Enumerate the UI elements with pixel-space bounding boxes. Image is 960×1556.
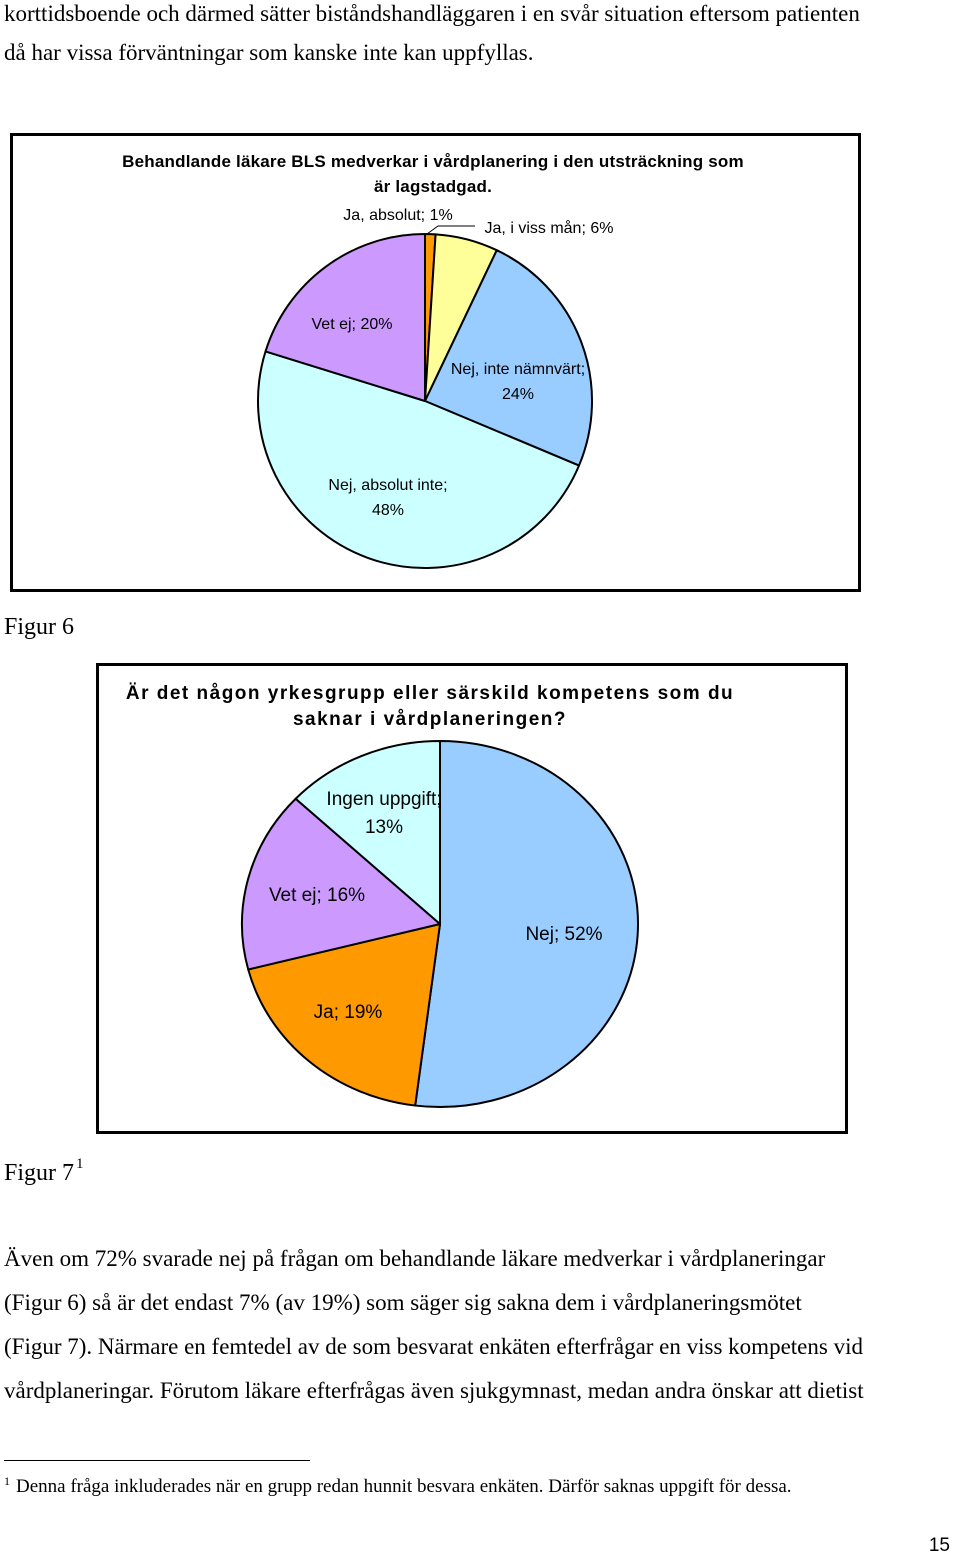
figure7-label-ja: Ja; 19% — [314, 1002, 383, 1023]
figure7-title-line-2: saknar i vårdplaneringen? — [293, 709, 567, 730]
footnote-marker: 1 — [4, 1474, 10, 1488]
figure6-label-nej-inte-namnvart-line-2: 24% — [502, 386, 534, 403]
top-text-line-2: då har vissa förväntningar som kanske in… — [4, 40, 534, 65]
footnote-text: Denna fråga inkluderades när en grupp re… — [16, 1476, 792, 1497]
top-text-line-1: korttidsboende och därmed sätter bistånd… — [4, 1, 860, 26]
figure6-label-nej-inte-namnvart-line-1: Nej, inte nämnvärt; — [451, 361, 585, 378]
figure7-title-line-1: Är det någon yrkesgrupp eller särskild k… — [126, 683, 734, 704]
figure7-slices — [241, 740, 639, 1108]
figure6-label-nej-absolut-inte-line-1: Nej, absolut inte; — [328, 477, 447, 494]
figure6-slice-nej-inte-namnvart — [424, 249, 593, 467]
body-text-line-3: (Figur 7). Närmare en femtedel av de som… — [4, 1334, 863, 1359]
footnote: 1 Denna fråga inkluderades när en grupp r… — [4, 1474, 792, 1498]
figure7-label-vet-ej: Vet ej; 16% — [269, 885, 365, 906]
figure6-pie-chart: Behandlande läkare BLS medverkar i vårdp… — [122, 152, 744, 569]
body-text-line-2: (Figur 6) så är det endast 7% (av 19%) s… — [4, 1290, 802, 1315]
figure6-label-nej-absolut-inte-line-2: 48% — [372, 502, 404, 519]
figure7-caption-text: Figur 7 — [4, 1160, 75, 1186]
figure7-footnote-ref: 1 — [76, 1156, 84, 1172]
figure7-label-ingen-uppgift-line-2: 13% — [365, 817, 403, 838]
figure7-slice-vet-ej — [241, 797, 441, 971]
figure6-label-ja-absolut: Ja, absolut; 1% — [343, 207, 452, 224]
footnote-separator — [4, 1460, 310, 1461]
figure6-slice-vet-ej — [264, 233, 426, 402]
figure7-label-nej: Nej; 52% — [525, 924, 602, 945]
figure6-label-vet-ej: Vet ej; 20% — [312, 316, 393, 333]
figure7-slice-ingen-uppgift — [294, 740, 441, 925]
figure6-caption: Figur 6 — [4, 614, 75, 640]
figure6-title-line-2: är lagstadgad. — [374, 177, 492, 196]
figure7-pie-chart: Är det någon yrkesgrupp eller särskild k… — [126, 683, 734, 1108]
figure6-label-ja-i-viss-man: Ja, i viss mån; 6% — [485, 219, 614, 237]
figure7-label-ingen-uppgift-line-1: Ingen uppgift; — [326, 789, 441, 810]
figure6-leader-line-1 — [426, 225, 475, 235]
body-text-line-1: Även om 72% svarade nej på frågan om beh… — [4, 1246, 826, 1271]
figure6-slices — [257, 233, 593, 569]
figure7-slice-nej — [414, 740, 639, 1108]
page-number: 15 — [928, 1535, 950, 1556]
figure7-slice-ja — [247, 923, 441, 1107]
figure6-title-line-1: Behandlande läkare BLS medverkar i vårdp… — [122, 152, 744, 171]
body-text-line-4: vårdplaneringar. Förutom läkare efterfrå… — [4, 1378, 864, 1403]
figure6-slice-nej-absolut-inte — [257, 350, 581, 569]
